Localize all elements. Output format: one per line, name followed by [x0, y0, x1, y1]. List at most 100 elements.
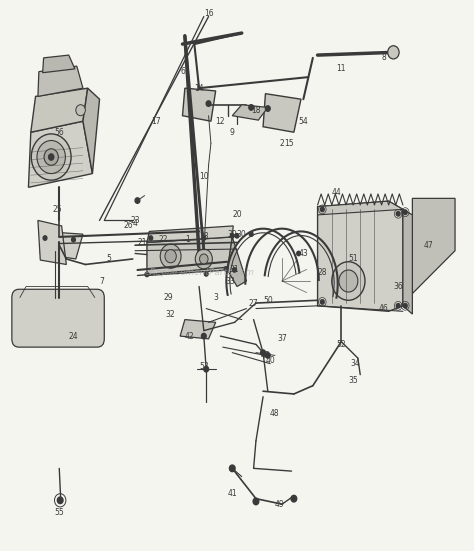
- Circle shape: [48, 154, 54, 160]
- Text: 52: 52: [337, 340, 346, 349]
- Text: 43: 43: [299, 249, 308, 258]
- Text: 47: 47: [424, 241, 434, 250]
- Text: 49: 49: [275, 500, 284, 509]
- Text: 33: 33: [225, 277, 235, 285]
- Circle shape: [145, 272, 149, 277]
- Polygon shape: [232, 105, 268, 120]
- Text: 6: 6: [180, 67, 185, 76]
- Circle shape: [201, 333, 206, 339]
- Text: 42: 42: [185, 332, 194, 341]
- Circle shape: [165, 250, 176, 263]
- Text: 7: 7: [100, 277, 104, 285]
- Text: 15: 15: [284, 139, 294, 148]
- Text: 24: 24: [69, 332, 78, 341]
- Circle shape: [320, 207, 324, 212]
- Circle shape: [253, 498, 259, 505]
- Text: 20: 20: [232, 210, 242, 219]
- Text: 5: 5: [107, 255, 111, 263]
- Text: 32: 32: [166, 310, 175, 318]
- Circle shape: [261, 350, 265, 355]
- Text: 27: 27: [249, 299, 258, 307]
- Text: 31: 31: [230, 266, 239, 274]
- Polygon shape: [43, 55, 75, 73]
- Text: 22: 22: [159, 235, 168, 244]
- Text: 29: 29: [164, 293, 173, 302]
- Text: 23: 23: [130, 216, 140, 225]
- Polygon shape: [147, 226, 233, 242]
- Circle shape: [206, 101, 211, 106]
- Text: 12: 12: [216, 117, 225, 126]
- Circle shape: [202, 236, 206, 240]
- Text: 4: 4: [133, 219, 137, 228]
- Circle shape: [229, 465, 235, 472]
- Text: 56: 56: [55, 128, 64, 137]
- Circle shape: [332, 262, 365, 300]
- Circle shape: [31, 134, 71, 180]
- Polygon shape: [182, 88, 216, 121]
- Circle shape: [72, 237, 75, 242]
- Polygon shape: [28, 121, 92, 187]
- Text: 35: 35: [348, 376, 358, 385]
- Text: 41: 41: [228, 489, 237, 498]
- Polygon shape: [40, 231, 83, 259]
- Circle shape: [149, 236, 153, 240]
- Circle shape: [76, 105, 85, 116]
- Text: 1: 1: [185, 235, 190, 244]
- Circle shape: [265, 106, 270, 111]
- Circle shape: [265, 353, 270, 358]
- Polygon shape: [263, 94, 301, 132]
- Circle shape: [403, 210, 407, 214]
- Text: 51: 51: [348, 255, 358, 263]
- Circle shape: [44, 149, 58, 165]
- Text: 45: 45: [261, 351, 270, 360]
- Text: 10: 10: [199, 172, 209, 181]
- Circle shape: [235, 234, 239, 238]
- Text: 14: 14: [194, 84, 204, 93]
- Circle shape: [249, 232, 253, 236]
- Text: 17: 17: [152, 117, 161, 126]
- Circle shape: [57, 497, 63, 504]
- Text: 34: 34: [351, 359, 360, 368]
- Polygon shape: [38, 66, 83, 96]
- Circle shape: [396, 212, 400, 216]
- Text: 3: 3: [213, 293, 218, 302]
- Text: 40: 40: [265, 356, 275, 365]
- Polygon shape: [38, 220, 66, 264]
- Polygon shape: [83, 88, 100, 174]
- Polygon shape: [180, 320, 216, 339]
- Text: 36: 36: [393, 282, 403, 291]
- Text: eReplacementParts.com: eReplacementParts.com: [144, 268, 254, 277]
- Polygon shape: [403, 209, 412, 314]
- Text: 55: 55: [55, 508, 64, 517]
- Text: 25: 25: [52, 205, 62, 214]
- Circle shape: [396, 304, 400, 308]
- Text: 48: 48: [270, 409, 280, 418]
- FancyBboxPatch shape: [12, 289, 104, 347]
- Circle shape: [339, 270, 358, 292]
- Text: 38: 38: [199, 233, 209, 241]
- Polygon shape: [318, 201, 403, 215]
- Text: 2: 2: [280, 139, 284, 148]
- Text: 8: 8: [382, 53, 386, 62]
- Text: 53: 53: [199, 362, 209, 371]
- Circle shape: [297, 251, 301, 256]
- Polygon shape: [147, 237, 232, 276]
- Circle shape: [224, 267, 228, 271]
- Circle shape: [204, 366, 209, 372]
- Circle shape: [388, 46, 399, 59]
- Text: 11: 11: [337, 64, 346, 73]
- Circle shape: [403, 304, 407, 308]
- Text: 28: 28: [318, 268, 327, 277]
- Text: 26: 26: [123, 222, 133, 230]
- Polygon shape: [228, 237, 246, 287]
- Text: 46: 46: [379, 304, 389, 313]
- Circle shape: [135, 198, 140, 203]
- Text: 21: 21: [137, 238, 147, 247]
- Circle shape: [160, 244, 181, 268]
- Polygon shape: [31, 88, 88, 132]
- Text: 44: 44: [332, 188, 341, 197]
- Text: 30: 30: [237, 230, 246, 239]
- Circle shape: [43, 236, 47, 240]
- Circle shape: [200, 254, 208, 264]
- Text: 50: 50: [263, 296, 273, 305]
